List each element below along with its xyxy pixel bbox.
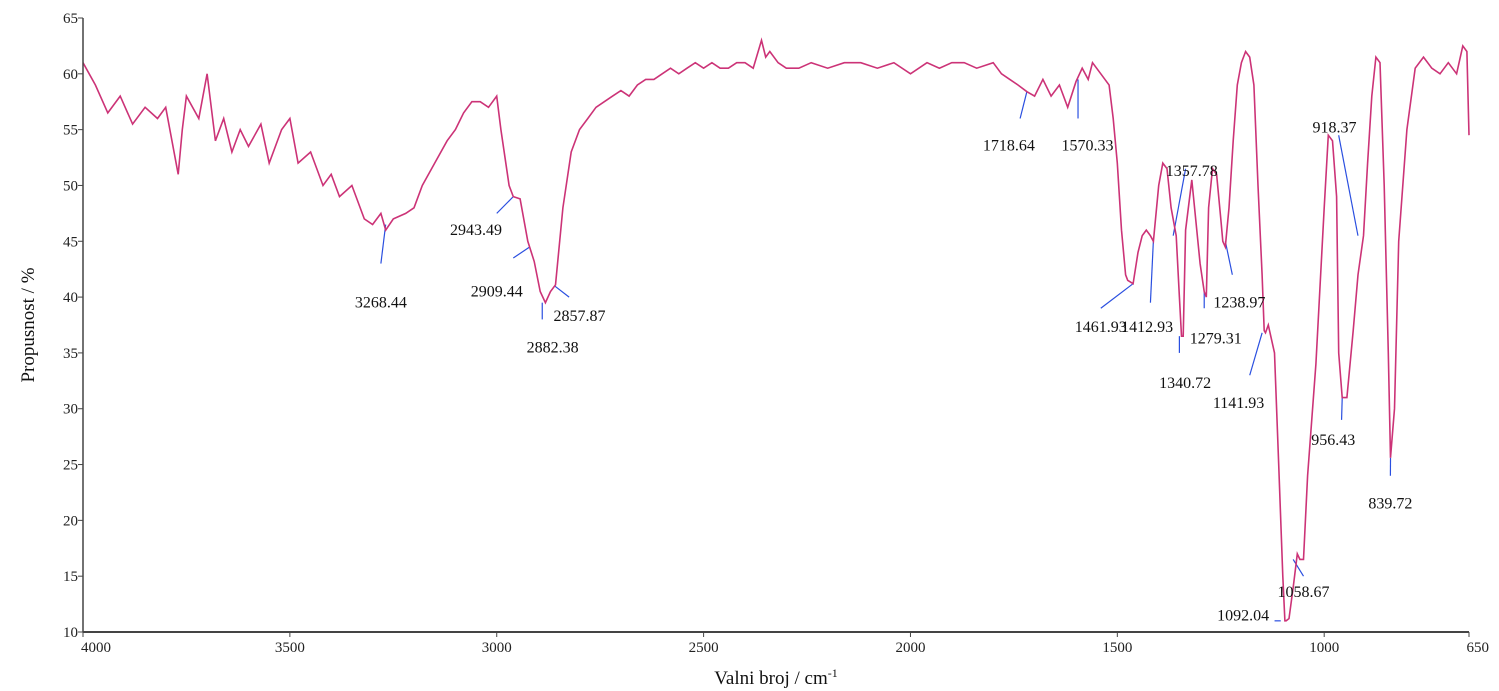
peak-label: 1357.78	[1166, 163, 1218, 180]
peak-label: 2909.44	[471, 284, 523, 301]
peak-label: 3268.44	[355, 295, 407, 312]
x-tick-label: 3000	[482, 640, 512, 656]
peak-label: 918.37	[1313, 119, 1357, 136]
annotation-leader-lines	[380, 79, 1392, 622]
x-tick-label: 1000	[1309, 640, 1339, 656]
x-axis-title-superscript: -1	[828, 666, 838, 680]
peak-leader-line	[1340, 397, 1343, 420]
peak-label: 839.72	[1368, 496, 1412, 513]
y-tick-label: 60	[63, 67, 78, 83]
y-tick-label: 15	[63, 569, 78, 585]
peak-label: 2943.49	[450, 222, 502, 239]
peak-leader-line	[1224, 241, 1233, 275]
peak-leader-line	[1338, 135, 1359, 236]
peak-label: 1412.93	[1121, 319, 1173, 336]
peak-label: 1279.31	[1190, 330, 1242, 347]
y-tick-label: 30	[63, 402, 78, 418]
peak-labels: 3268.44 2943.49 2909.44 2882.38 2857.87 1718.…	[355, 119, 1413, 624]
peak-leader-line	[496, 196, 514, 214]
y-tick-label: 35	[63, 346, 78, 362]
peak-label: 1461.93	[1075, 319, 1127, 336]
y-tick-label: 55	[63, 123, 78, 139]
peak-label: 1058.67	[1278, 584, 1330, 601]
peak-leader-line	[1172, 168, 1187, 236]
x-tick-label: 2000	[895, 640, 925, 656]
peak-label: 1718.64	[983, 137, 1035, 154]
peak-label: 2882.38	[527, 339, 579, 356]
peak-leader-line	[1149, 241, 1154, 303]
peak-label: 2857.87	[553, 308, 605, 325]
peak-label: 1340.72	[1159, 375, 1211, 392]
y-tick-label: 50	[63, 178, 78, 194]
y-tick-label: 10	[63, 625, 78, 641]
x-tick-label: 3500	[275, 640, 305, 656]
series-line-spectrum	[82, 37, 1470, 622]
x-tick-label: 650	[1467, 640, 1490, 656]
peak-leader-line	[1292, 559, 1305, 577]
y-tick-label: 40	[63, 290, 78, 306]
peak-leader-line	[554, 285, 570, 298]
x-axis-title-text: Valni broj / cm	[714, 668, 828, 689]
peak-label: 956.43	[1311, 432, 1355, 449]
peak-leader-line	[1100, 283, 1134, 309]
y-tick-label: 20	[63, 513, 78, 529]
y-tick-label: 45	[63, 234, 78, 250]
axes	[82, 18, 1469, 633]
x-tick-label: 2500	[689, 640, 719, 656]
peak-label: 1141.93	[1213, 395, 1264, 412]
x-axis-title: Valni broj / cm-1	[714, 666, 837, 689]
y-axis-title: Propusnost / %	[18, 267, 39, 382]
peak-label: 1092.04	[1217, 607, 1269, 624]
peak-label: 1238.97	[1213, 295, 1265, 312]
peak-leader-line	[512, 246, 531, 259]
y-tick-label: 25	[63, 458, 78, 474]
y-axis-ticks: 10 15 20 25 30 35 40 45 50 55 60 65	[63, 11, 83, 641]
peak-leader-line	[1249, 332, 1263, 376]
peak-leader-line	[380, 224, 387, 264]
x-tick-label: 4000	[81, 640, 111, 656]
y-tick-label: 65	[63, 11, 78, 27]
peak-leader-line	[1019, 91, 1028, 119]
x-tick-label: 1500	[1102, 640, 1132, 656]
x-axis-ticks: 4000 3500 3000 2500 2000 1500 1000 650	[81, 632, 1489, 656]
peak-label: 1570.33	[1062, 137, 1114, 154]
